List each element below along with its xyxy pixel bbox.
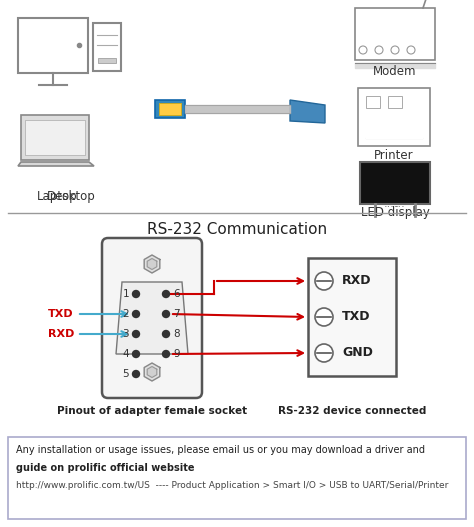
Text: 8: 8 [173, 329, 180, 339]
Polygon shape [144, 363, 160, 381]
Polygon shape [290, 100, 325, 123]
Text: Any installation or usage issues, please email us or you may download a driver a: Any installation or usage issues, please… [16, 445, 425, 455]
Bar [25, 120, 85, 155]
Circle shape [133, 310, 139, 317]
Bar [366, 96, 380, 108]
Bar [8, 437, 466, 519]
Circle shape [315, 272, 333, 290]
Bar [355, 8, 435, 60]
Text: 3: 3 [122, 329, 129, 339]
Circle shape [163, 290, 170, 298]
Circle shape [315, 308, 333, 326]
Text: http://www.prolific.com.tw/US  ---- Product Application > Smart I/O > USB to UAR: http://www.prolific.com.tw/US ---- Produ… [16, 481, 448, 490]
Text: TXD: TXD [48, 309, 74, 319]
Text: Pinout of adapter female socket: Pinout of adapter female socket [57, 406, 247, 416]
Polygon shape [116, 282, 188, 354]
Text: ......: ...... [384, 199, 406, 209]
Bar [388, 96, 402, 108]
Text: 6: 6 [173, 289, 180, 299]
Circle shape [133, 350, 139, 357]
Text: 9: 9 [173, 349, 180, 359]
Text: 1: 1 [122, 289, 129, 299]
Bar [98, 58, 116, 63]
Bar [18, 18, 88, 73]
Text: RS-232 Communication: RS-232 Communication [147, 222, 327, 237]
Text: GND: GND [342, 346, 373, 359]
FancyBboxPatch shape [102, 238, 202, 398]
Text: RXD: RXD [47, 329, 74, 339]
Circle shape [163, 330, 170, 337]
Bar [308, 258, 396, 376]
Circle shape [163, 350, 170, 357]
Text: 4: 4 [122, 349, 129, 359]
Text: Modem: Modem [373, 65, 417, 78]
Polygon shape [147, 366, 157, 377]
Text: guide on prolific official website: guide on prolific official website [16, 463, 194, 473]
Circle shape [163, 310, 170, 317]
Polygon shape [18, 162, 94, 166]
Bar [360, 162, 430, 204]
Text: 2: 2 [122, 309, 129, 319]
Circle shape [133, 290, 139, 298]
Polygon shape [147, 259, 157, 269]
Text: RXD: RXD [342, 275, 372, 288]
Text: LED display: LED display [361, 206, 429, 219]
Circle shape [315, 344, 333, 362]
Bar [21, 115, 89, 160]
Bar [358, 88, 430, 146]
Bar [155, 100, 185, 118]
Text: RS-232 device connected: RS-232 device connected [278, 406, 426, 416]
Circle shape [133, 370, 139, 377]
Bar [93, 23, 121, 71]
Text: Desktop: Desktop [46, 190, 95, 203]
Text: Laptop: Laptop [36, 190, 77, 203]
Text: Printer: Printer [374, 149, 414, 162]
Text: TXD: TXD [342, 310, 371, 324]
Bar [159, 103, 181, 115]
Circle shape [133, 330, 139, 337]
Text: 5: 5 [122, 369, 129, 379]
Polygon shape [144, 255, 160, 273]
Text: 7: 7 [173, 309, 180, 319]
